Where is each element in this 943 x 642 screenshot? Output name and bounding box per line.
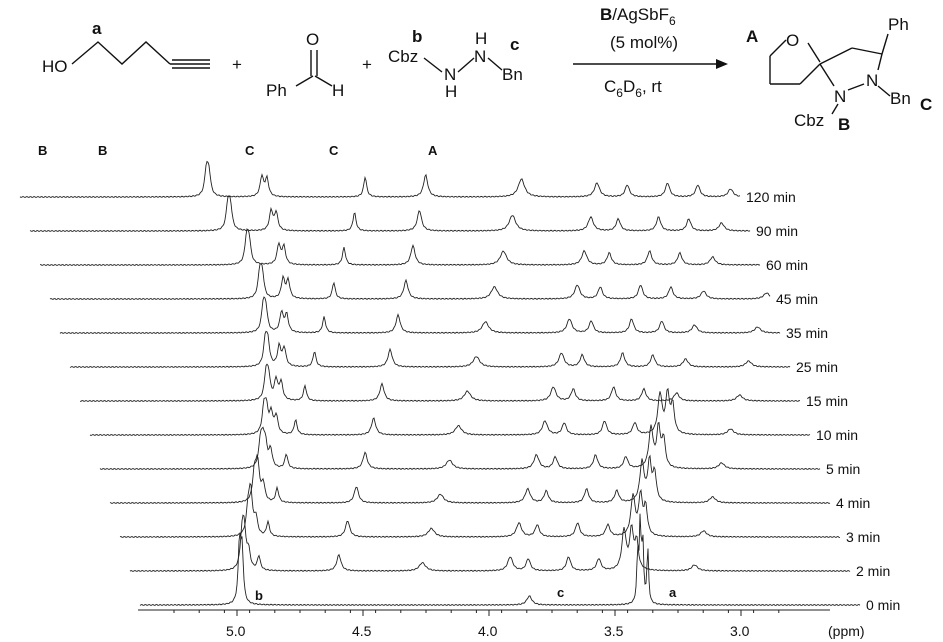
product-phenyl: Ph [888, 15, 909, 34]
ring-oxygen: O [786, 31, 799, 50]
axis-tick-label: 4.0 [478, 623, 498, 639]
hydroxyl-label: HO [42, 57, 68, 76]
nitrogen-2-h: H [475, 29, 487, 48]
reaction-scheme: HO a + O Ph H + Cbz N H N H Bn b c B/AgS [42, 5, 932, 134]
cbz-label: Cbz [388, 47, 418, 66]
nitrogen-1-h: H [445, 82, 457, 101]
site-label-a: a [92, 19, 102, 38]
time-label: 5 min [826, 461, 860, 477]
nitrogen-1: N [444, 65, 456, 84]
time-label: 4 min [836, 495, 870, 511]
reactant-benzaldehyde: O Ph H [266, 30, 344, 100]
peak-letter-top: B [98, 143, 107, 158]
time-label: 45 min [776, 291, 818, 307]
reactant-hydrazine: Cbz N H N H Bn b c [388, 27, 523, 101]
plus-sign-2: + [362, 55, 372, 74]
axis-tick-label: 4.5 [352, 623, 372, 639]
ppm-axis: 5.0 4.5 4.0 3.5 3.0 (ppm) [138, 609, 865, 639]
peak-letter-top: B [38, 143, 47, 158]
spectrum-trace [29, 195, 751, 233]
time-label: 120 min [746, 189, 796, 205]
spectrum-trace [39, 227, 761, 267]
spectrum-traces [19, 160, 861, 607]
time-label: 0 min [866, 597, 900, 613]
product-cbz: Cbz [794, 111, 824, 130]
product-benzyl: Bn [890, 89, 911, 108]
time-label: 3 min [846, 529, 880, 545]
spectrum-trace [129, 514, 851, 573]
spectrum-trace [19, 160, 741, 199]
spectrum-trace [99, 421, 821, 471]
solvent-conditions: C6D6, rt [604, 77, 662, 100]
time-label: 25 min [796, 359, 838, 375]
product-spirocycle: O Ph N N Bn Cbz A B C [746, 15, 932, 134]
spectrum-trace [49, 263, 771, 301]
time-label: 90 min [756, 223, 798, 239]
axis-tick-label: 3.0 [730, 623, 750, 639]
time-label: 15 min [806, 393, 848, 409]
peak-letter-top: C [245, 143, 255, 158]
spectrum-trace [119, 482, 841, 539]
spectrum-trace [139, 513, 861, 607]
time-label: 2 min [856, 563, 890, 579]
time-label: 35 min [786, 325, 828, 341]
phenyl-label: Ph [266, 81, 287, 100]
spectrum-trace [69, 330, 791, 369]
product-nitrogen-1: N [834, 87, 846, 106]
plus-sign-1: + [232, 55, 242, 74]
aldehyde-h: H [332, 81, 344, 100]
peak-letter-top: A [428, 143, 438, 158]
product-label-a: A [746, 27, 758, 46]
peak-letter-top: C [329, 143, 339, 158]
peak-letter-bottom: a [669, 585, 677, 600]
product-label-c: C [920, 95, 932, 114]
spectrum-trace [80, 363, 801, 403]
catalyst-loading: (5 mol%) [610, 33, 678, 52]
spectrum-trace [109, 453, 831, 505]
axis-tick-label: 5.0 [226, 623, 246, 639]
catalyst-label: B/AgSbF6 [600, 5, 676, 28]
site-label-b: b [412, 27, 422, 46]
peak-letter-bottom: b [255, 588, 263, 603]
product-nitrogen-2: N [866, 71, 878, 90]
carbonyl-oxygen: O [306, 30, 319, 49]
spectrum-trace [59, 296, 781, 335]
benzyl-label: Bn [502, 65, 523, 84]
axis-unit-label: (ppm) [828, 623, 865, 639]
time-label: 60 min [766, 257, 808, 273]
product-label-b: B [838, 115, 850, 134]
time-label: 10 min [816, 427, 858, 443]
spectrum-trace [89, 387, 811, 437]
reactant-pentynol: HO a [42, 19, 210, 76]
peak-letters: B B C C Ab c a [38, 143, 677, 603]
axis-tick-label: 3.5 [604, 623, 624, 639]
reaction-arrow: B/AgSbF6 (5 mol%) C6D6, rt [573, 5, 728, 100]
peak-letter-bottom: c [557, 585, 564, 600]
time-labels: 120 min 90 min 60 min 45 min 35 min 25 min 15 … [746, 189, 900, 613]
nitrogen-2: N [474, 47, 486, 66]
site-label-c: c [510, 35, 519, 54]
